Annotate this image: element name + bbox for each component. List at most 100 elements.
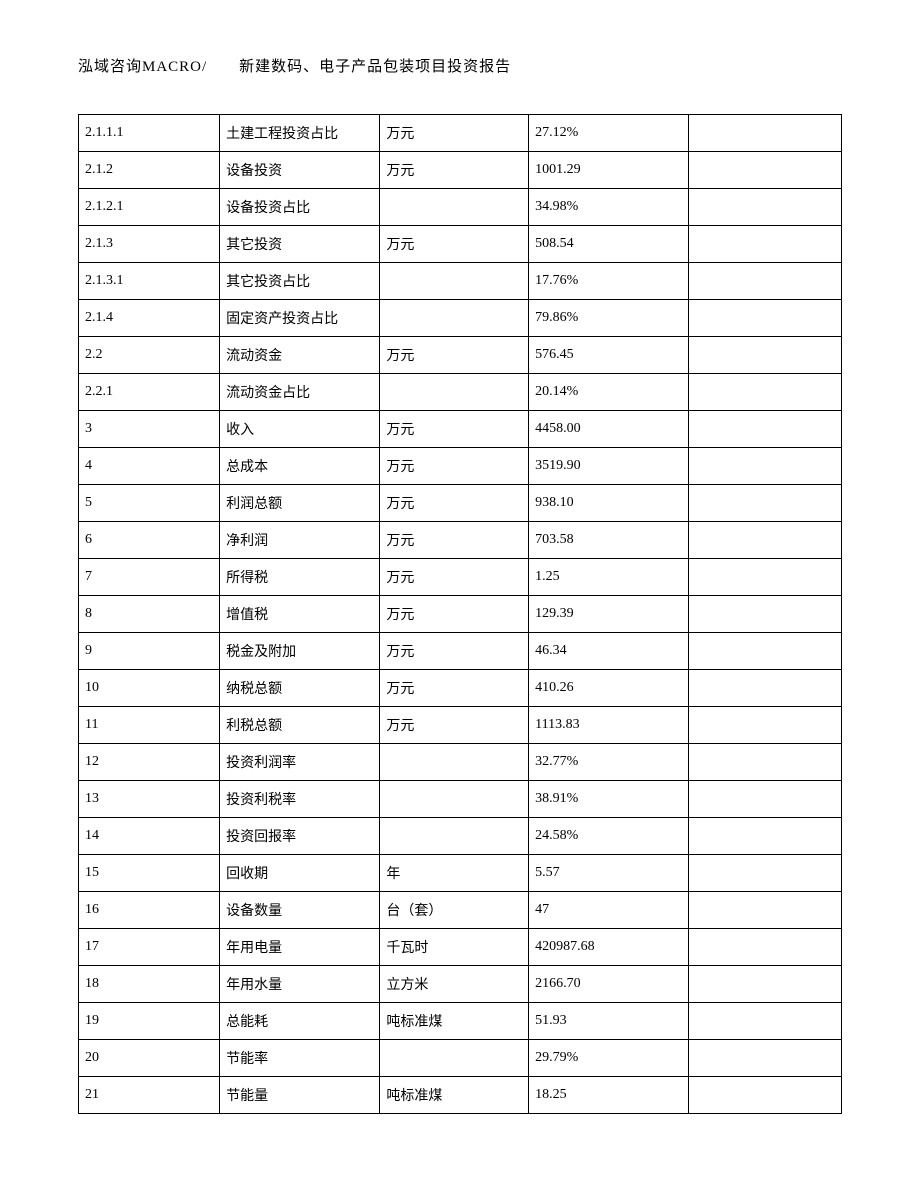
table-cell: 17: [79, 929, 220, 966]
investment-table: 2.1.1.1土建工程投资占比万元27.12%2.1.2设备投资万元1001.2…: [78, 114, 842, 1114]
table-row: 10纳税总额万元410.26: [79, 670, 842, 707]
table-cell: 回收期: [220, 855, 380, 892]
table-cell: 420987.68: [529, 929, 689, 966]
table-row: 6净利润万元703.58: [79, 522, 842, 559]
table-cell: 508.54: [529, 226, 689, 263]
table-row: 8增值税万元129.39: [79, 596, 842, 633]
table-cell: 4458.00: [529, 411, 689, 448]
table-row: 21节能量吨标准煤18.25: [79, 1077, 842, 1114]
table-cell: 2.1.3: [79, 226, 220, 263]
table-row: 15回收期年5.57: [79, 855, 842, 892]
table-cell: 固定资产投资占比: [220, 300, 380, 337]
table-cell: 万元: [380, 485, 529, 522]
table-cell: 2166.70: [529, 966, 689, 1003]
table-cell: 2.2: [79, 337, 220, 374]
table-row: 4总成本万元3519.90: [79, 448, 842, 485]
table-cell: 台（套）: [380, 892, 529, 929]
table-cell: [689, 670, 842, 707]
table-cell: 利税总额: [220, 707, 380, 744]
table-cell: 收入: [220, 411, 380, 448]
table-cell: [380, 189, 529, 226]
table-cell: 万元: [380, 670, 529, 707]
table-cell: [689, 633, 842, 670]
table-cell: 2.1.3.1: [79, 263, 220, 300]
table-cell: [380, 263, 529, 300]
table-cell: 15: [79, 855, 220, 892]
table-cell: 11: [79, 707, 220, 744]
table-cell: 万元: [380, 226, 529, 263]
table-row: 20节能率29.79%: [79, 1040, 842, 1077]
table-cell: [689, 707, 842, 744]
table-row: 11利税总额万元1113.83: [79, 707, 842, 744]
table-row: 5利润总额万元938.10: [79, 485, 842, 522]
table-cell: [689, 818, 842, 855]
table-cell: 1001.29: [529, 152, 689, 189]
table-cell: 38.91%: [529, 781, 689, 818]
table-cell: 净利润: [220, 522, 380, 559]
table-cell: 设备投资占比: [220, 189, 380, 226]
table-cell: 纳税总额: [220, 670, 380, 707]
table-cell: 576.45: [529, 337, 689, 374]
table-row: 16设备数量台（套）47: [79, 892, 842, 929]
table-cell: [689, 337, 842, 374]
table-cell: [689, 596, 842, 633]
table-cell: [689, 929, 842, 966]
table-cell: 1113.83: [529, 707, 689, 744]
table-cell: 21: [79, 1077, 220, 1114]
table-cell: [689, 374, 842, 411]
table-cell: 万元: [380, 707, 529, 744]
table-row: 7所得税万元1.25: [79, 559, 842, 596]
table-row: 14投资回报率24.58%: [79, 818, 842, 855]
table-cell: 总能耗: [220, 1003, 380, 1040]
table-cell: [689, 892, 842, 929]
table-cell: 3: [79, 411, 220, 448]
table-cell: 2.1.2.1: [79, 189, 220, 226]
table-row: 12投资利润率32.77%: [79, 744, 842, 781]
table-cell: 32.77%: [529, 744, 689, 781]
table-cell: 所得税: [220, 559, 380, 596]
table-row: 2.1.3.1其它投资占比17.76%: [79, 263, 842, 300]
table-row: 2.1.1.1土建工程投资占比万元27.12%: [79, 115, 842, 152]
table-cell: 34.98%: [529, 189, 689, 226]
table-cell: 3519.90: [529, 448, 689, 485]
table-cell: [689, 300, 842, 337]
table-cell: 千瓦时: [380, 929, 529, 966]
table-row: 2.2流动资金万元576.45: [79, 337, 842, 374]
table-cell: 17.76%: [529, 263, 689, 300]
table-cell: 7: [79, 559, 220, 596]
table-cell: 万元: [380, 448, 529, 485]
table-row: 17年用电量千瓦时420987.68: [79, 929, 842, 966]
table-row: 13投资利税率38.91%: [79, 781, 842, 818]
table-cell: 万元: [380, 115, 529, 152]
table-cell: 2.2.1: [79, 374, 220, 411]
table-cell: 18.25: [529, 1077, 689, 1114]
table-cell: 79.86%: [529, 300, 689, 337]
table-cell: 10: [79, 670, 220, 707]
table-cell: 税金及附加: [220, 633, 380, 670]
table-cell: [689, 1040, 842, 1077]
table-cell: 流动资金: [220, 337, 380, 374]
table-cell: 19: [79, 1003, 220, 1040]
table-row: 2.1.3其它投资万元508.54: [79, 226, 842, 263]
table-row: 3收入万元4458.00: [79, 411, 842, 448]
table-cell: [689, 559, 842, 596]
table-cell: 14: [79, 818, 220, 855]
table-cell: 6: [79, 522, 220, 559]
table-cell: 29.79%: [529, 1040, 689, 1077]
page-header: 泓域咨询MACRO/ 新建数码、电子产品包装项目投资报告: [78, 55, 842, 76]
table-cell: [689, 966, 842, 1003]
table-cell: 流动资金占比: [220, 374, 380, 411]
table-cell: 总成本: [220, 448, 380, 485]
table-cell: 投资利润率: [220, 744, 380, 781]
table-cell: [380, 744, 529, 781]
table-row: 19总能耗吨标准煤51.93: [79, 1003, 842, 1040]
table-cell: [689, 115, 842, 152]
table-cell: 万元: [380, 633, 529, 670]
table-cell: 24.58%: [529, 818, 689, 855]
table-cell: [689, 744, 842, 781]
table-cell: 8: [79, 596, 220, 633]
table-cell: 增值税: [220, 596, 380, 633]
table-cell: 吨标准煤: [380, 1003, 529, 1040]
table-cell: 938.10: [529, 485, 689, 522]
table-cell: 立方米: [380, 966, 529, 1003]
